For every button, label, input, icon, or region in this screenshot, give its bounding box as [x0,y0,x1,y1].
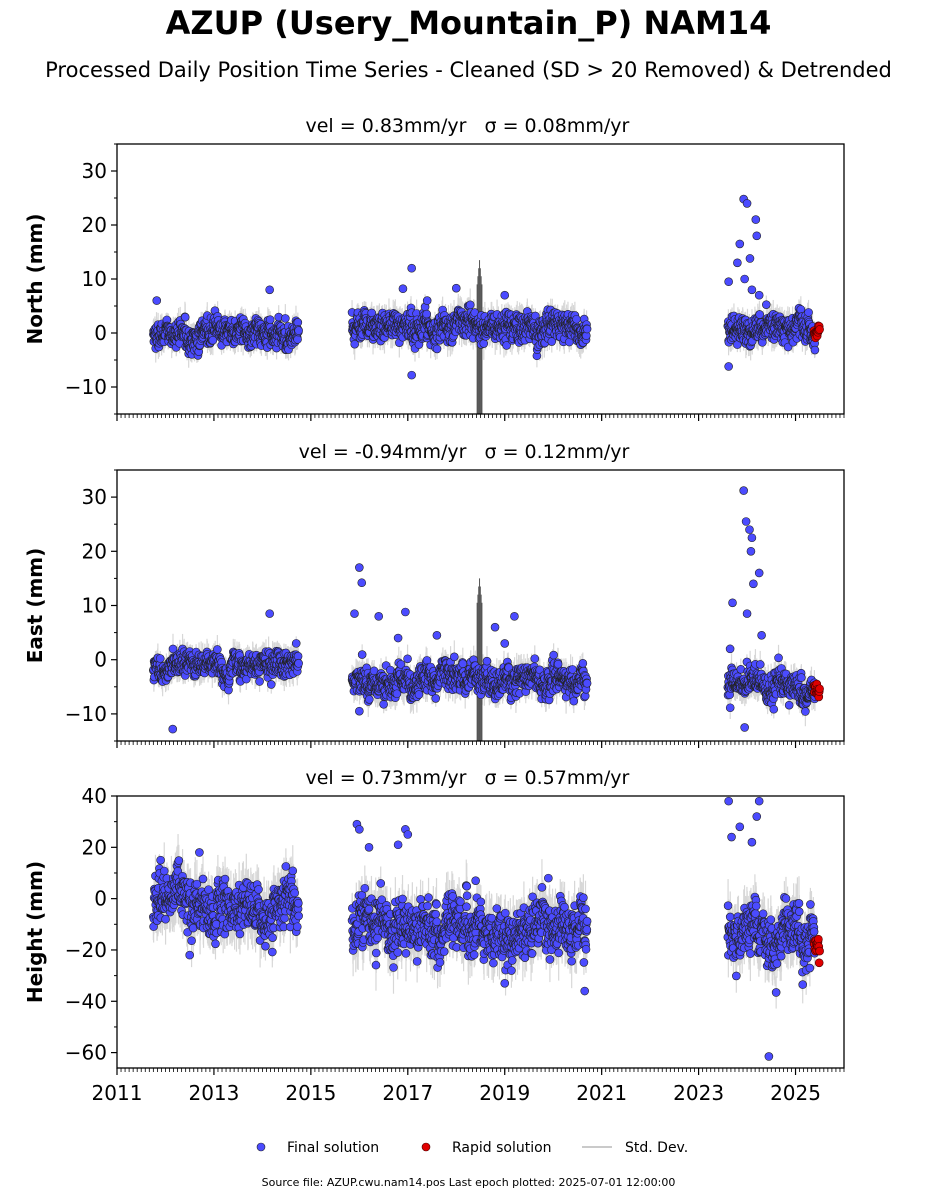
final-point-outlier [745,254,755,263]
final-point [755,310,764,319]
final-point [465,300,475,310]
final-point-outlier [754,290,764,300]
final-point [293,335,302,344]
chart-subtitle: Processed Daily Position Time Series - C… [45,58,892,82]
final-point-outlier [724,277,733,287]
final-solution-points [149,194,820,380]
panel-north: −10 0 10 20 30 North (mm) vel = 0.83mm/yr σ = 0… [23,115,845,421]
final-point-outlier [752,231,762,241]
final-point-outlier [733,258,742,268]
final-point [294,326,303,335]
final-point-outlier [398,284,408,294]
final-point [432,344,442,354]
panel-velocity-label: vel = 0.83mm/yr [306,115,467,137]
y-tick-label: 30 [82,159,107,183]
y-axis-label: North (mm) [23,213,47,344]
final-point-outlier [742,199,752,208]
final-point-outlier [422,296,432,305]
final-point-outlier [724,362,733,371]
final-point-outlier [751,215,761,224]
y-tick-label: 10 [82,267,107,291]
final-point [265,315,275,324]
final-point-outlier [407,263,416,273]
final-point-outlier [265,285,274,295]
plot-area-east [149,486,824,741]
final-point [804,308,813,317]
final-point [762,300,771,309]
chart-title: AZUP (Usery_Mountain_P) NAM14 [165,4,772,42]
plot-area-north [149,194,824,414]
final-point-outlier [407,370,416,380]
final-point [572,314,581,324]
rapid-solution-points [809,321,824,343]
final-point [293,318,303,327]
panel-sigma-label: σ = 0.08mm/yr [485,115,630,137]
y-tick-label: 20 [82,213,107,237]
final-point-outlier [451,283,461,293]
final-point [810,345,820,355]
final-point [208,335,218,345]
rapid-point [815,325,824,334]
final-point [479,339,489,348]
y-tick-label: −10 [65,375,107,399]
final-point-outlier [500,290,510,300]
final-point [547,337,557,346]
final-point-outlier [740,274,749,284]
final-point-outlier [152,296,162,305]
final-point [582,324,592,334]
final-point [422,309,431,319]
y-tick-label: 0 [94,321,107,345]
final-point [281,314,290,323]
final-point [180,312,190,322]
final-point-outlier [735,239,745,249]
final-point-outlier [747,285,757,295]
final-point [350,339,360,349]
final-point [502,341,511,350]
